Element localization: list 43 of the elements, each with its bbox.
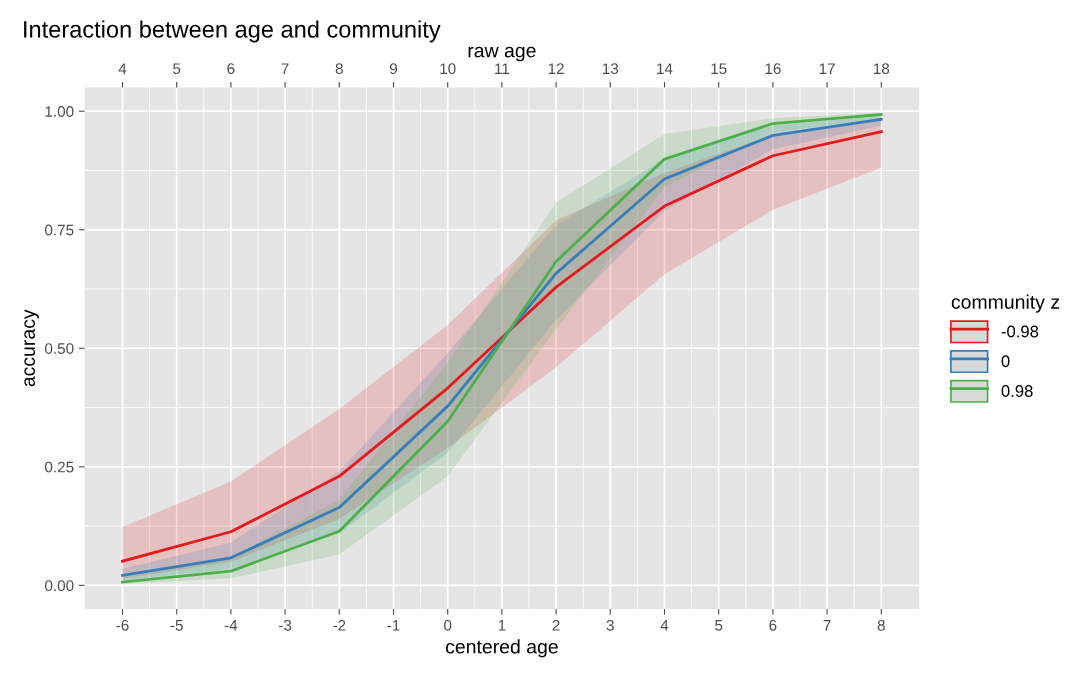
x2-tick-label: 9 [389,63,398,75]
x-tick-label: 8 [877,619,885,631]
x2-tick-label: 7 [281,63,289,74]
x-tick-label: 7 [823,620,831,631]
x2-tick-label: 6 [227,63,235,75]
y-axis-title: accuracy [24,309,39,387]
x2-tick-label: 18 [873,63,890,75]
chart-title: Interaction between age and community [24,20,441,43]
x-tick-label: 0 [444,619,452,631]
x-tick-label: 1 [498,620,506,631]
y-tick-label: 0.00 [45,580,74,592]
x-tick-label: 4 [660,620,669,631]
x-tick-label: -2 [333,619,346,631]
x-tick-label: 3 [606,619,614,631]
x2-tick-label: 17 [819,63,835,74]
x2-tick-label: 12 [548,63,564,74]
x-tick-label: 6 [769,619,777,631]
legend-title: community z [951,294,1060,313]
legend-label: 0 [1001,355,1010,368]
x2-tick-label: 16 [765,63,781,75]
x2-tick-label: 5 [173,63,181,75]
x-tick-label: 5 [715,620,723,631]
x-tick-label: 2 [552,619,560,631]
x2-tick-label: 11 [495,63,510,74]
x-tick-label: -4 [224,620,238,631]
legend-label: 0.98 [1001,385,1033,397]
x2-tick-label: 10 [440,63,456,75]
y-tick-label: 0.25 [45,461,74,473]
x-tick-label: -1 [387,620,400,631]
y-tick-label: 0.75 [45,224,74,236]
x2-tick-label: 4 [118,63,127,74]
x2-tick-label: 8 [335,63,343,75]
x-tick-label: -3 [278,619,292,631]
x-tick-label: -5 [170,620,183,631]
legend-label: -0.98 [1001,325,1039,338]
x2-tick-label: 15 [711,63,727,75]
x-axis-title: centered age [445,639,558,658]
y-tick-label: 0.50 [45,343,74,354]
x2-axis-title: raw age [468,46,536,62]
x2-tick-label: 13 [602,63,619,75]
x2-tick-label: 14 [657,63,673,74]
x-tick-label: -6 [116,619,129,631]
y-tick-label: 1.00 [45,106,74,117]
